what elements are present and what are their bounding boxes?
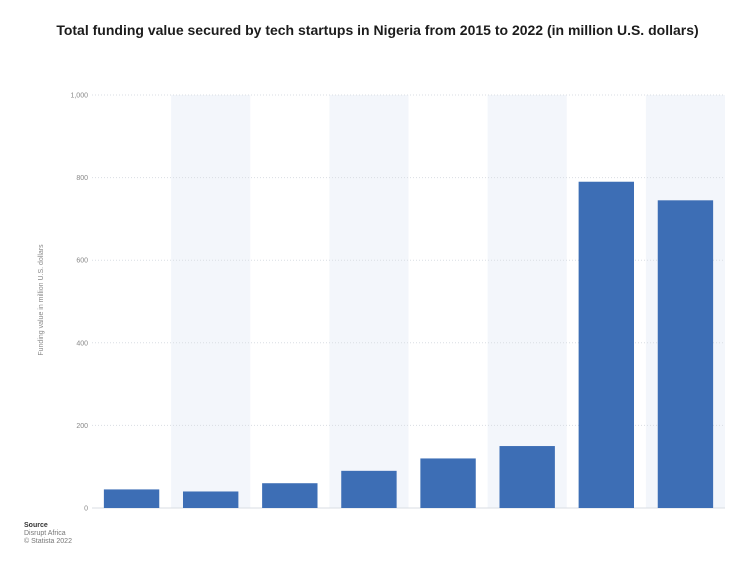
chart-title: Total funding value secured by tech star… bbox=[56, 22, 699, 38]
source-publisher: Disrupt Africa bbox=[24, 530, 66, 537]
y-tick-label: 0 bbox=[84, 506, 88, 513]
bar-2017[interactable] bbox=[262, 483, 318, 508]
y-axis-ticks: 0 200 400 600 800 1,000 bbox=[70, 93, 88, 513]
bar-2020[interactable] bbox=[499, 446, 555, 508]
band-2020 bbox=[487, 95, 567, 508]
y-tick-label: 1,000 bbox=[70, 93, 88, 100]
y-axis-label: Funding value in million U.S. dollars bbox=[38, 244, 45, 356]
bar-2018[interactable] bbox=[341, 470, 397, 508]
band-2016 bbox=[171, 95, 251, 508]
background-bands bbox=[171, 95, 725, 508]
y-tick-label: 400 bbox=[76, 340, 88, 347]
source-note: Source Disrupt Africa © Statista 2022 bbox=[24, 522, 72, 546]
source-copyright: © Statista 2022 bbox=[24, 538, 72, 545]
bars bbox=[103, 181, 714, 509]
y-tick-label: 200 bbox=[76, 423, 88, 430]
bar-2021[interactable] bbox=[578, 181, 635, 509]
y-tick-label: 600 bbox=[76, 258, 88, 265]
band-2018 bbox=[329, 95, 409, 508]
bar-2016[interactable] bbox=[182, 491, 239, 508]
bar-2015[interactable] bbox=[103, 489, 160, 508]
bar-2019[interactable] bbox=[420, 458, 476, 508]
source-heading: Source bbox=[24, 522, 48, 529]
bar-2022[interactable] bbox=[657, 200, 714, 508]
y-tick-label: 800 bbox=[76, 175, 88, 182]
